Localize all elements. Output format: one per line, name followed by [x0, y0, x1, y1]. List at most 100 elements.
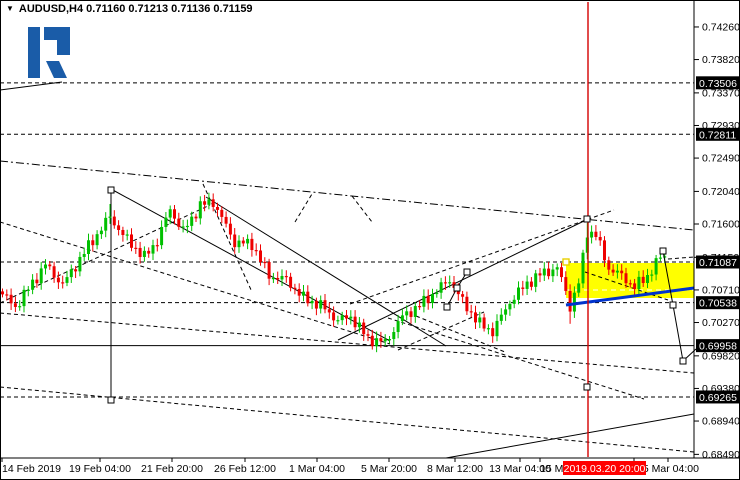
solid-trendline[interactable]: [205, 196, 447, 347]
candle-body: [271, 277, 275, 280]
candle-body: [512, 299, 516, 304]
candle-body: [203, 201, 207, 205]
time-tick-label: 1 Mar 04:00: [289, 463, 345, 475]
time-tick-label: 5 Mar 20:00: [361, 463, 417, 475]
solid-trendline[interactable]: [337, 220, 585, 341]
symbol-dropdown-icon[interactable]: ▼: [6, 4, 14, 13]
candle-body: [396, 321, 400, 333]
solid-trendline[interactable]: [0, 81, 63, 91]
candle-body: [224, 216, 228, 224]
candle-body: [422, 295, 426, 307]
price-tick-label: 0.74260: [702, 21, 740, 33]
candle-body: [254, 250, 258, 252]
dashed-trendline[interactable]: [397, 311, 485, 351]
candle-body: [663, 256, 667, 258]
candle-body: [564, 277, 568, 291]
dashed-trendline[interactable]: [0, 204, 211, 304]
solid-trendline[interactable]: [445, 413, 695, 459]
candle-body: [9, 294, 13, 304]
price-badge-label: 0.70538: [699, 298, 737, 310]
candle-body: [624, 273, 628, 284]
candle-body: [306, 291, 310, 304]
candle-body: [577, 283, 581, 293]
dashed-trendline[interactable]: [387, 317, 645, 400]
price-tick-label: 0.69820: [702, 350, 740, 362]
candle-body: [284, 275, 288, 278]
candle-body: [650, 274, 654, 276]
candle-body: [362, 322, 366, 335]
candlesticks: [1, 192, 667, 353]
dashed-trendline[interactable]: [0, 160, 695, 231]
candle-body: [547, 268, 551, 277]
object-handle[interactable]: [453, 284, 461, 292]
candle-body: [353, 316, 357, 328]
object-handle[interactable]: [679, 357, 687, 365]
candle-body: [142, 250, 146, 257]
candle-body: [241, 240, 245, 244]
price-badge-label: 0.71087: [699, 257, 737, 269]
dashed-trendline[interactable]: [667, 256, 695, 260]
object-handle[interactable]: [107, 396, 115, 404]
candle-body: [319, 300, 323, 309]
candle-body: [198, 201, 202, 219]
dashed-trendline[interactable]: [351, 195, 373, 223]
price-badge-label: 0.72811: [699, 129, 736, 141]
candle-body: [486, 328, 490, 330]
zone-handle[interactable]: [562, 258, 570, 266]
candle-body: [147, 250, 151, 254]
candle-body: [155, 245, 159, 247]
dashed-trendline[interactable]: [415, 315, 506, 353]
candle-body: [108, 216, 112, 218]
candle-body: [78, 256, 82, 272]
price-badge: [696, 127, 739, 141]
trend-lines[interactable]: [0, 81, 695, 459]
time-tick-label: 25 Mar 04:00: [637, 463, 699, 475]
price-tick-label: 0.70270: [702, 317, 740, 329]
solid-trendline[interactable]: [110, 188, 391, 342]
candle-body: [607, 260, 611, 270]
logo-letter-r: [28, 27, 70, 78]
candle-body: [542, 268, 546, 276]
price-badge: [696, 76, 739, 90]
object-handle[interactable]: [669, 301, 677, 309]
object-handle[interactable]: [583, 215, 591, 223]
candle-body: [26, 289, 30, 291]
time-tick-label: 21 Feb 20:00: [141, 463, 203, 475]
candle-body: [233, 234, 237, 248]
object-handle[interactable]: [443, 303, 451, 311]
dashed-trendline[interactable]: [202, 183, 253, 293]
dashed-trendline[interactable]: [294, 193, 313, 223]
candle-body: [280, 275, 284, 280]
candle-body: [349, 316, 353, 319]
object-handle[interactable]: [659, 247, 667, 255]
time-badge-label: 2019.03.20 20:00: [564, 463, 646, 475]
price-tick-label: 0.73370: [702, 87, 740, 99]
candle-body: [138, 247, 142, 257]
dashed-trendline[interactable]: [0, 221, 391, 345]
candle-body: [293, 287, 297, 289]
object-handle[interactable]: [583, 383, 591, 391]
candle-body: [426, 295, 430, 304]
candle-body: [654, 258, 658, 275]
candle-body: [469, 311, 473, 313]
chart-title-bar: ▼ AUDUSD,H4 0.71160 0.71213 0.71136 0.71…: [6, 3, 253, 15]
candle-body: [104, 217, 108, 231]
candle-body: [443, 282, 447, 284]
candle-body: [388, 339, 391, 341]
object-handle[interactable]: [107, 186, 115, 194]
time-tick-label: 8 Mar 12:00: [427, 463, 483, 475]
time-badge: [563, 461, 646, 475]
dashed-trendline[interactable]: [349, 209, 615, 305]
candle-body: [314, 300, 318, 309]
forecast-path[interactable]: [662, 250, 697, 362]
candle-body: [95, 234, 99, 246]
candle-body: [409, 311, 413, 317]
candle-body: [263, 261, 267, 264]
candle-body: [22, 289, 26, 307]
candle-body: [52, 266, 56, 278]
candle-body: [39, 268, 43, 284]
candle-body: [125, 234, 129, 236]
analysis-objects[interactable]: [107, 2, 697, 457]
object-handle[interactable]: [463, 268, 471, 276]
